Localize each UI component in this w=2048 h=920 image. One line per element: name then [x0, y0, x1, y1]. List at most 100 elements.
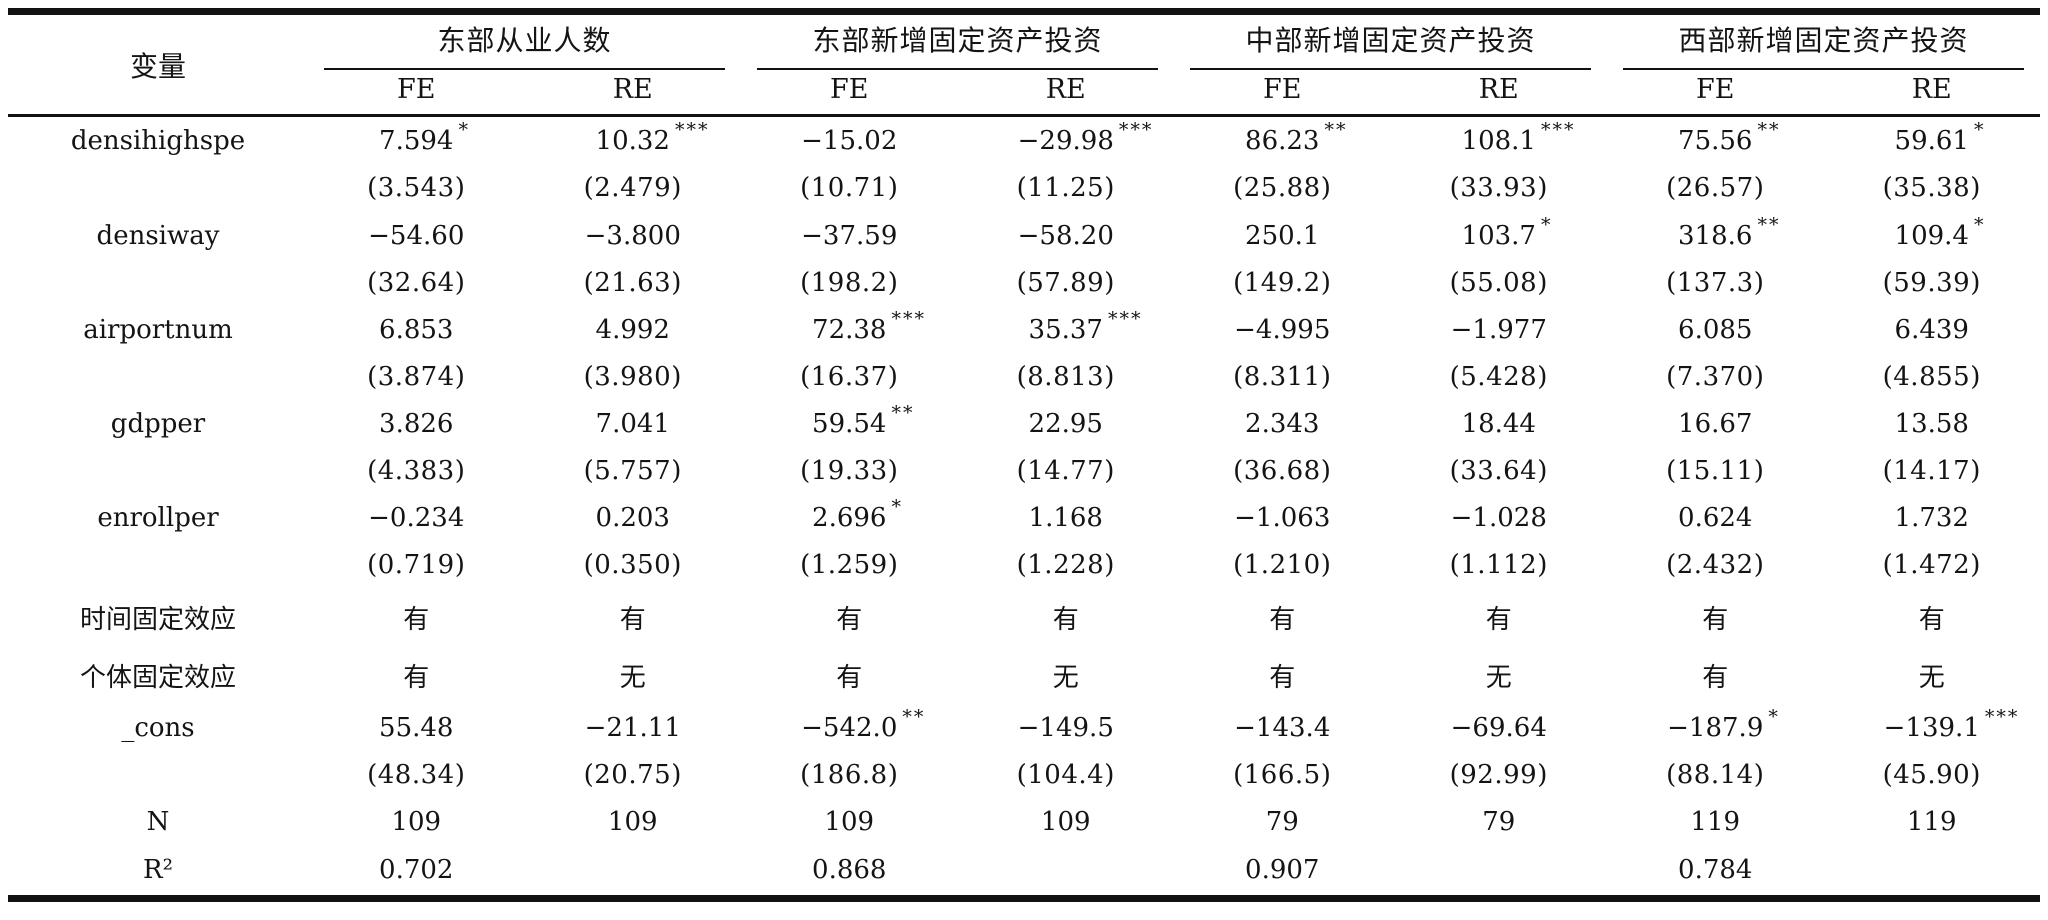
- value-cell: 109: [525, 799, 742, 846]
- cell-value: 有: [836, 663, 863, 694]
- value-cell: 108.1 ***: [1391, 116, 1608, 165]
- significance-stars: ***: [1118, 118, 1154, 141]
- value-cell: 119: [1824, 799, 2041, 846]
- cell-value: 有: [836, 605, 863, 635]
- subheader-fe: FE: [741, 69, 958, 117]
- cell-value: 有: [1269, 605, 1296, 635]
- cell-value: 59.61 *: [1894, 118, 1986, 156]
- cell-value: 35.37 ***: [1028, 307, 1143, 345]
- group-header-west-investment: 西部新增固定资产投资: [1607, 12, 2040, 70]
- cell-value: −1.063: [1234, 502, 1331, 533]
- table-row-plain: 时间固定效应 有 有 有 有 有 有 有 有: [8, 588, 2040, 646]
- subheader-re: RE: [1390, 69, 1607, 117]
- cell-value: (104.4): [1016, 760, 1115, 791]
- stderr-cell: (26.57): [1607, 165, 1824, 212]
- group-header-central-investment: 中部新增固定资产投资: [1174, 12, 1607, 70]
- cell-value: 有: [1052, 605, 1079, 635]
- cell-value: 250.1: [1245, 220, 1320, 251]
- cell-value: 0.203: [595, 502, 670, 533]
- stderr-cell: (36.68): [1174, 447, 1391, 494]
- cell-value: (55.08): [1449, 267, 1548, 298]
- cell-value: (3.874): [367, 361, 466, 392]
- stderr-cell: (3.980): [525, 353, 742, 400]
- cell-value: 6.085: [1678, 314, 1753, 345]
- group-header-label: 东部从业人数: [324, 19, 725, 70]
- value-cell: 有: [308, 588, 525, 646]
- header-group-row: 变量 东部从业人数 东部新增固定资产投资 中部新增固定资产投资 西部新增固定资产…: [8, 11, 2040, 117]
- value-cell: 0.702: [308, 846, 525, 899]
- group-header-east-employment: 东部从业人数: [308, 12, 741, 70]
- table-row-se: (0.719) (0.350) (1.259) (1.228) (1.210) (1.11…: [8, 541, 2040, 588]
- value-cell: 6.085: [1607, 306, 1824, 353]
- value-cell: −4.995: [1174, 306, 1391, 353]
- stderr-cell: (59.39): [1824, 259, 2041, 306]
- row-label: R²: [143, 855, 173, 886]
- cell-value: 有: [403, 663, 430, 694]
- table-row-coef: _cons 55.48 −21.11 −542.0 ** −149.5 −143.4 −69.…: [8, 705, 2040, 752]
- significance-stars: *: [1540, 213, 1553, 236]
- cell-value: (186.8): [800, 760, 899, 791]
- significance-stars: **: [902, 706, 926, 729]
- cell-value: (16.37): [800, 361, 899, 392]
- value-cell: 59.61 *: [1824, 116, 2041, 165]
- value-cell: 109.4 *: [1824, 212, 2041, 259]
- stderr-cell: (166.5): [1174, 752, 1391, 799]
- cell-value: −3.800: [584, 220, 681, 251]
- stderr-cell: (198.2): [741, 259, 958, 306]
- cell-value: 109: [607, 807, 658, 838]
- value-cell: 2.343: [1174, 400, 1391, 447]
- cell-value: (8.813): [1016, 361, 1115, 392]
- value-cell: 72.38 ***: [741, 306, 958, 353]
- significance-stars: **: [1324, 118, 1348, 141]
- stderr-cell: (104.4): [958, 752, 1175, 799]
- cell-value: 2.343: [1245, 408, 1320, 439]
- stderr-cell: (14.77): [958, 447, 1175, 494]
- cell-value: 318.6 **: [1678, 213, 1781, 251]
- value-cell: 有: [958, 588, 1175, 646]
- cell-value: 1.732: [1894, 502, 1969, 533]
- cell-value: (1.228): [1016, 549, 1115, 580]
- cell-value: 1.168: [1028, 502, 1103, 533]
- cell-value: (19.33): [800, 455, 899, 486]
- cell-value: 75.56 **: [1678, 118, 1781, 156]
- value-cell: 0.624: [1607, 494, 1824, 541]
- value-cell: 75.56 **: [1607, 116, 1824, 165]
- cell-value: 109: [1040, 807, 1091, 838]
- stderr-cell: (33.93): [1391, 165, 1608, 212]
- value-cell: 10.32 ***: [525, 116, 742, 165]
- cell-value: (1.112): [1449, 549, 1548, 580]
- row-label: [8, 447, 308, 494]
- cell-value: 4.992: [595, 314, 670, 345]
- cell-value: (137.3): [1666, 267, 1765, 298]
- stderr-cell: (149.2): [1174, 259, 1391, 306]
- value-cell: 4.992: [525, 306, 742, 353]
- value-cell: −37.59: [741, 212, 958, 259]
- value-cell: 79: [1391, 799, 1608, 846]
- cell-value: 6.853: [379, 314, 454, 345]
- significance-stars: ***: [891, 307, 926, 330]
- cell-value: 109.4 *: [1894, 213, 1986, 251]
- cell-value: 108.1 ***: [1461, 118, 1576, 156]
- cell-value: 有: [1702, 663, 1729, 694]
- value-cell: 无: [958, 647, 1175, 705]
- cell-value: −4.995: [1234, 314, 1331, 345]
- value-cell: 0.784: [1607, 846, 1824, 899]
- cell-value: (33.93): [1449, 173, 1548, 204]
- value-cell: 7.041: [525, 400, 742, 447]
- significance-stars: *: [458, 118, 470, 141]
- stderr-cell: (1.112): [1391, 541, 1608, 588]
- cell-value: 7.594 *: [379, 118, 470, 156]
- stderr-cell: (0.719): [308, 541, 525, 588]
- cell-value: −542.0 **: [801, 706, 926, 744]
- stderr-cell: (35.38): [1824, 165, 2041, 212]
- value-cell: 有: [1174, 588, 1391, 646]
- value-cell: 1.732: [1824, 494, 2041, 541]
- cell-value: −54.60: [368, 220, 465, 251]
- value-cell: 有: [1607, 647, 1824, 705]
- stderr-cell: (186.8): [741, 752, 958, 799]
- row-label: densiway: [96, 220, 220, 251]
- stderr-cell: (55.08): [1391, 259, 1608, 306]
- cell-value: −0.234: [368, 502, 465, 533]
- cell-value: 16.67: [1678, 408, 1753, 439]
- cell-value: (25.88): [1233, 173, 1332, 204]
